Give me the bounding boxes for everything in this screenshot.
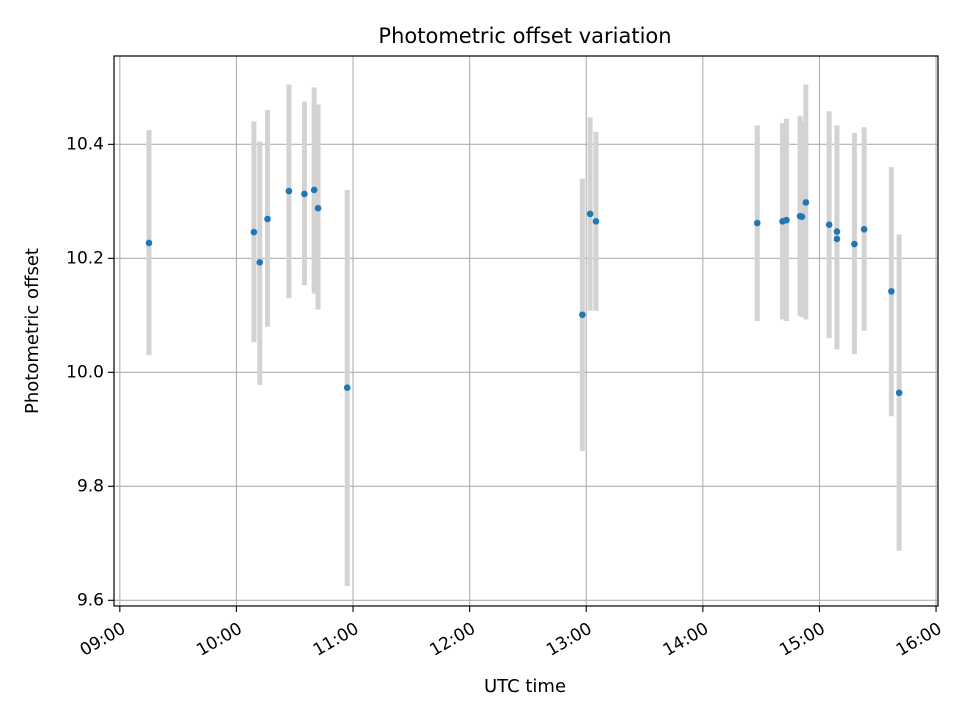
y-tick-label: 10.0 xyxy=(66,362,104,382)
x-axis-label: UTC time xyxy=(484,676,566,697)
data-point xyxy=(833,228,841,235)
data-point xyxy=(825,221,833,229)
data-point xyxy=(860,225,868,233)
data-point xyxy=(264,215,271,223)
data-point xyxy=(851,240,858,248)
y-tick-label: 10.4 xyxy=(66,134,104,154)
data-point xyxy=(753,219,761,227)
data-point xyxy=(833,235,841,243)
data-point xyxy=(802,199,810,206)
data-point xyxy=(256,259,264,266)
data-point xyxy=(310,186,318,194)
data-point xyxy=(783,216,790,224)
y-tick-label: 10.2 xyxy=(66,248,104,268)
y-tick-label: 9.8 xyxy=(77,476,104,496)
data-point xyxy=(586,210,594,218)
data-point xyxy=(314,204,322,212)
y-tick-label: 9.6 xyxy=(77,590,104,610)
data-point xyxy=(895,389,903,397)
y-axis-ticks: 9.6 9.8 10.0 10.2 10.4 xyxy=(66,134,114,610)
data-point xyxy=(798,213,806,221)
data-point xyxy=(888,288,895,295)
data-points xyxy=(145,186,903,397)
chart-title: Photometric offset variation xyxy=(378,24,671,48)
data-point xyxy=(285,187,293,195)
data-point xyxy=(301,190,308,198)
data-point xyxy=(343,384,351,392)
data-point xyxy=(145,239,153,247)
y-axis-label: Photometric offset xyxy=(22,248,43,414)
data-point xyxy=(579,311,586,319)
data-point xyxy=(592,217,600,225)
data-point xyxy=(250,228,258,236)
plot-area-frame xyxy=(113,55,939,607)
